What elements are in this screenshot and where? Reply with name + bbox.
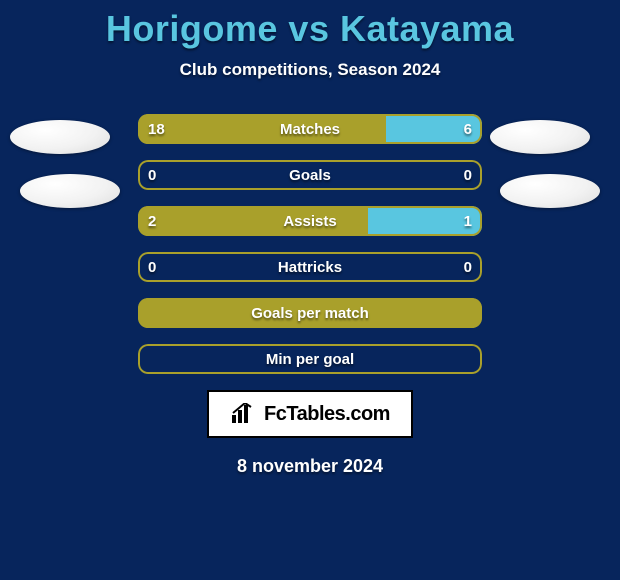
stat-value-player1: 2 — [148, 206, 156, 236]
stat-value-player2: 0 — [464, 160, 472, 190]
stat-label: Hattricks — [138, 252, 482, 282]
stat-label: Goals — [138, 160, 482, 190]
stat-row: Min per goal — [138, 344, 482, 374]
stat-row: Goals0 0 — [138, 160, 482, 190]
player1-avatar — [10, 120, 110, 154]
comparison-subtitle: Club competitions, Season 2024 — [0, 60, 620, 80]
stat-value-player1: 0 — [148, 252, 156, 282]
stat-value-player2: 1 — [464, 206, 472, 236]
stat-label: Goals per match — [138, 298, 482, 328]
stat-row: Goals per match — [138, 298, 482, 328]
stat-row: Matches18 6 — [138, 114, 482, 144]
player2-avatar — [500, 174, 600, 208]
stat-label: Min per goal — [138, 344, 482, 374]
player2-avatar — [490, 120, 590, 154]
fctables-logo: FcTables.com — [207, 390, 413, 438]
logo-text: FcTables.com — [264, 403, 390, 426]
bars-icon — [230, 403, 258, 425]
stat-value-player1: 18 — [148, 114, 165, 144]
stat-row: Hattricks0 0 — [138, 252, 482, 282]
stat-value-player1: 0 — [148, 160, 156, 190]
stat-label: Assists — [138, 206, 482, 236]
player1-avatar — [20, 174, 120, 208]
stat-value-player2: 6 — [464, 114, 472, 144]
stat-label: Matches — [138, 114, 482, 144]
comparison-title: Horigome vs Katayama — [0, 0, 620, 50]
snapshot-date: 8 november 2024 — [0, 456, 620, 477]
stat-row: Assists2 1 — [138, 206, 482, 236]
stat-bars: Matches186Goals00Assists21Hattricks00Goa… — [138, 114, 482, 374]
stat-value-player2: 0 — [464, 252, 472, 282]
